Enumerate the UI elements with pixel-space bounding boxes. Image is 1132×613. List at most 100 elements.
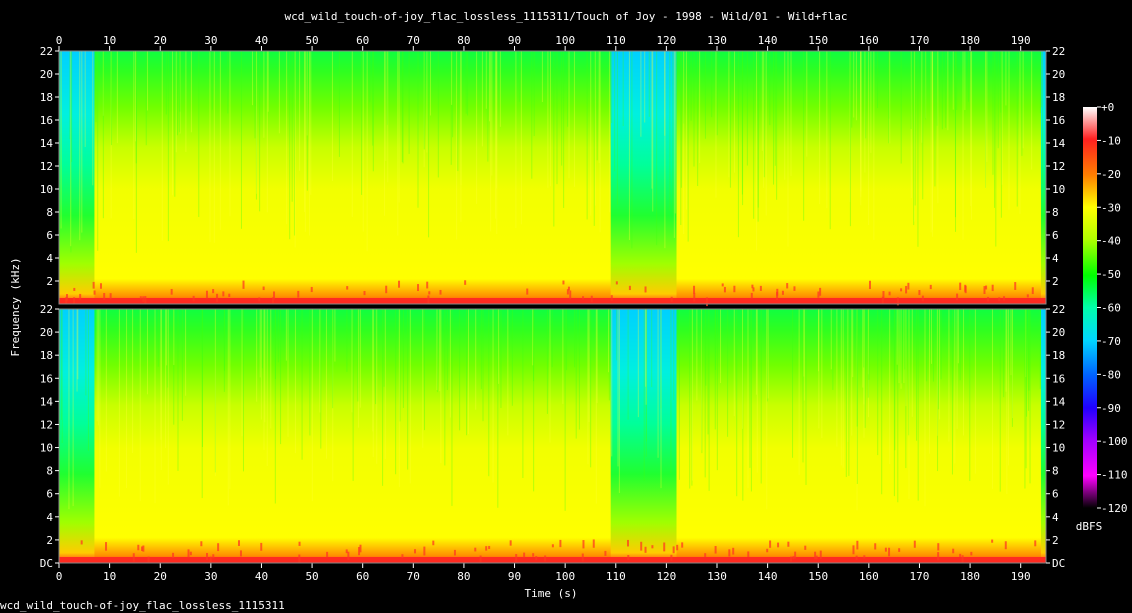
transient-mark	[398, 280, 401, 288]
texture-streak	[1001, 51, 1003, 185]
texture-streak	[126, 309, 128, 489]
transient-mark	[776, 291, 779, 301]
texture-streak	[691, 309, 693, 486]
texture-streak	[267, 51, 269, 112]
transient-mark	[651, 545, 654, 549]
texture-streak	[1039, 51, 1041, 114]
transient-mark	[187, 549, 190, 558]
texture-streak	[70, 51, 72, 247]
texture-streak	[863, 309, 865, 438]
transient-mark	[239, 550, 242, 557]
texture-streak	[357, 309, 359, 402]
texture-streak	[836, 309, 838, 447]
texture-streak	[397, 51, 399, 236]
transient-mark	[790, 556, 793, 562]
transient-mark	[144, 296, 147, 304]
texture-streak	[914, 51, 916, 222]
texture-streak	[285, 309, 287, 361]
texture-streak	[742, 51, 744, 206]
texture-streak	[533, 309, 535, 382]
texture-streak	[742, 309, 744, 501]
texture-streak	[803, 309, 805, 401]
texture-streak	[985, 51, 987, 189]
transient-mark	[970, 551, 973, 556]
texture-streak	[908, 309, 910, 500]
texture-streak	[578, 309, 580, 430]
texture-streak	[877, 51, 879, 109]
texture-streak	[351, 51, 353, 217]
texture-streak	[294, 51, 296, 248]
transient-mark	[142, 296, 145, 302]
texture-streak	[490, 51, 492, 232]
transient-mark	[747, 551, 750, 557]
transient-mark	[819, 287, 822, 296]
texture-streak	[862, 309, 864, 388]
texture-streak	[908, 309, 910, 436]
texture-streak	[952, 51, 954, 110]
texture-streak	[166, 309, 168, 366]
texture-streak	[549, 309, 551, 443]
texture-streak	[774, 51, 776, 166]
texture-streak	[627, 309, 629, 420]
texture-streak	[746, 51, 748, 166]
x-tick-label-bottom: 120	[656, 570, 676, 583]
transient-mark	[964, 284, 967, 292]
y-axis-right: 2 4 6 8 10 12 14 16 18 20 22 DC 2 4 6 8 10 12 14 16 18 20 22	[1046, 45, 1066, 570]
texture-streak	[507, 309, 509, 436]
texture-streak	[971, 51, 973, 220]
texture-streak	[849, 51, 851, 227]
texture-streak	[587, 309, 589, 465]
transient-mark	[569, 290, 572, 300]
transient-mark	[723, 286, 726, 293]
texture-streak	[567, 51, 569, 127]
texture-streak	[680, 51, 682, 188]
texture-streak	[765, 51, 767, 216]
transient-mark	[1026, 294, 1029, 298]
y-axis-label: Frequency (kHz)	[9, 257, 22, 356]
texture-streak	[1019, 51, 1021, 214]
transient-mark	[65, 297, 68, 305]
x-tick-label-bottom: 160	[859, 570, 879, 583]
transient-mark	[959, 553, 962, 558]
transient-mark	[884, 547, 887, 552]
texture-streak	[154, 309, 156, 504]
texture-streak	[889, 309, 891, 465]
colorbar-tick-label: +0	[1101, 101, 1114, 114]
texture-streak	[720, 309, 722, 384]
texture-streak	[617, 309, 619, 467]
transient-mark	[952, 548, 955, 554]
x-tick-label-top: 60	[356, 34, 369, 47]
texture-streak	[660, 309, 662, 489]
texture-streak	[259, 51, 261, 212]
transient-mark	[882, 291, 885, 300]
x-tick-label-bottom: 140	[758, 570, 778, 583]
texture-streak	[291, 51, 293, 202]
transient-mark	[479, 555, 482, 563]
texture-streak	[61, 309, 63, 443]
transient-mark	[582, 296, 585, 300]
transient-mark	[769, 540, 772, 548]
texture-streak	[173, 309, 175, 425]
quiet-segment	[1040, 51, 1046, 304]
x-tick-label-bottom: 60	[356, 570, 369, 583]
transient-mark	[567, 286, 570, 291]
texture-streak	[359, 309, 361, 408]
texture-streak	[622, 51, 624, 127]
colorbar-tick-label: -80	[1101, 368, 1121, 381]
texture-streak	[687, 51, 689, 242]
transient-mark	[237, 540, 240, 546]
texture-streak	[1026, 309, 1028, 417]
texture-streak	[888, 51, 890, 144]
texture-streak	[860, 51, 862, 192]
y-tick-label-left: 14	[40, 395, 54, 408]
texture-streak	[476, 51, 478, 204]
texture-streak	[763, 51, 765, 178]
texture-streak	[903, 309, 905, 383]
texture-streak	[77, 309, 79, 380]
transient-mark	[610, 295, 613, 301]
texture-streak	[648, 51, 650, 117]
y-tick-label-left: 20	[40, 326, 53, 339]
texture-streak	[818, 309, 820, 429]
texture-streak	[917, 309, 919, 501]
texture-streak	[308, 51, 310, 236]
